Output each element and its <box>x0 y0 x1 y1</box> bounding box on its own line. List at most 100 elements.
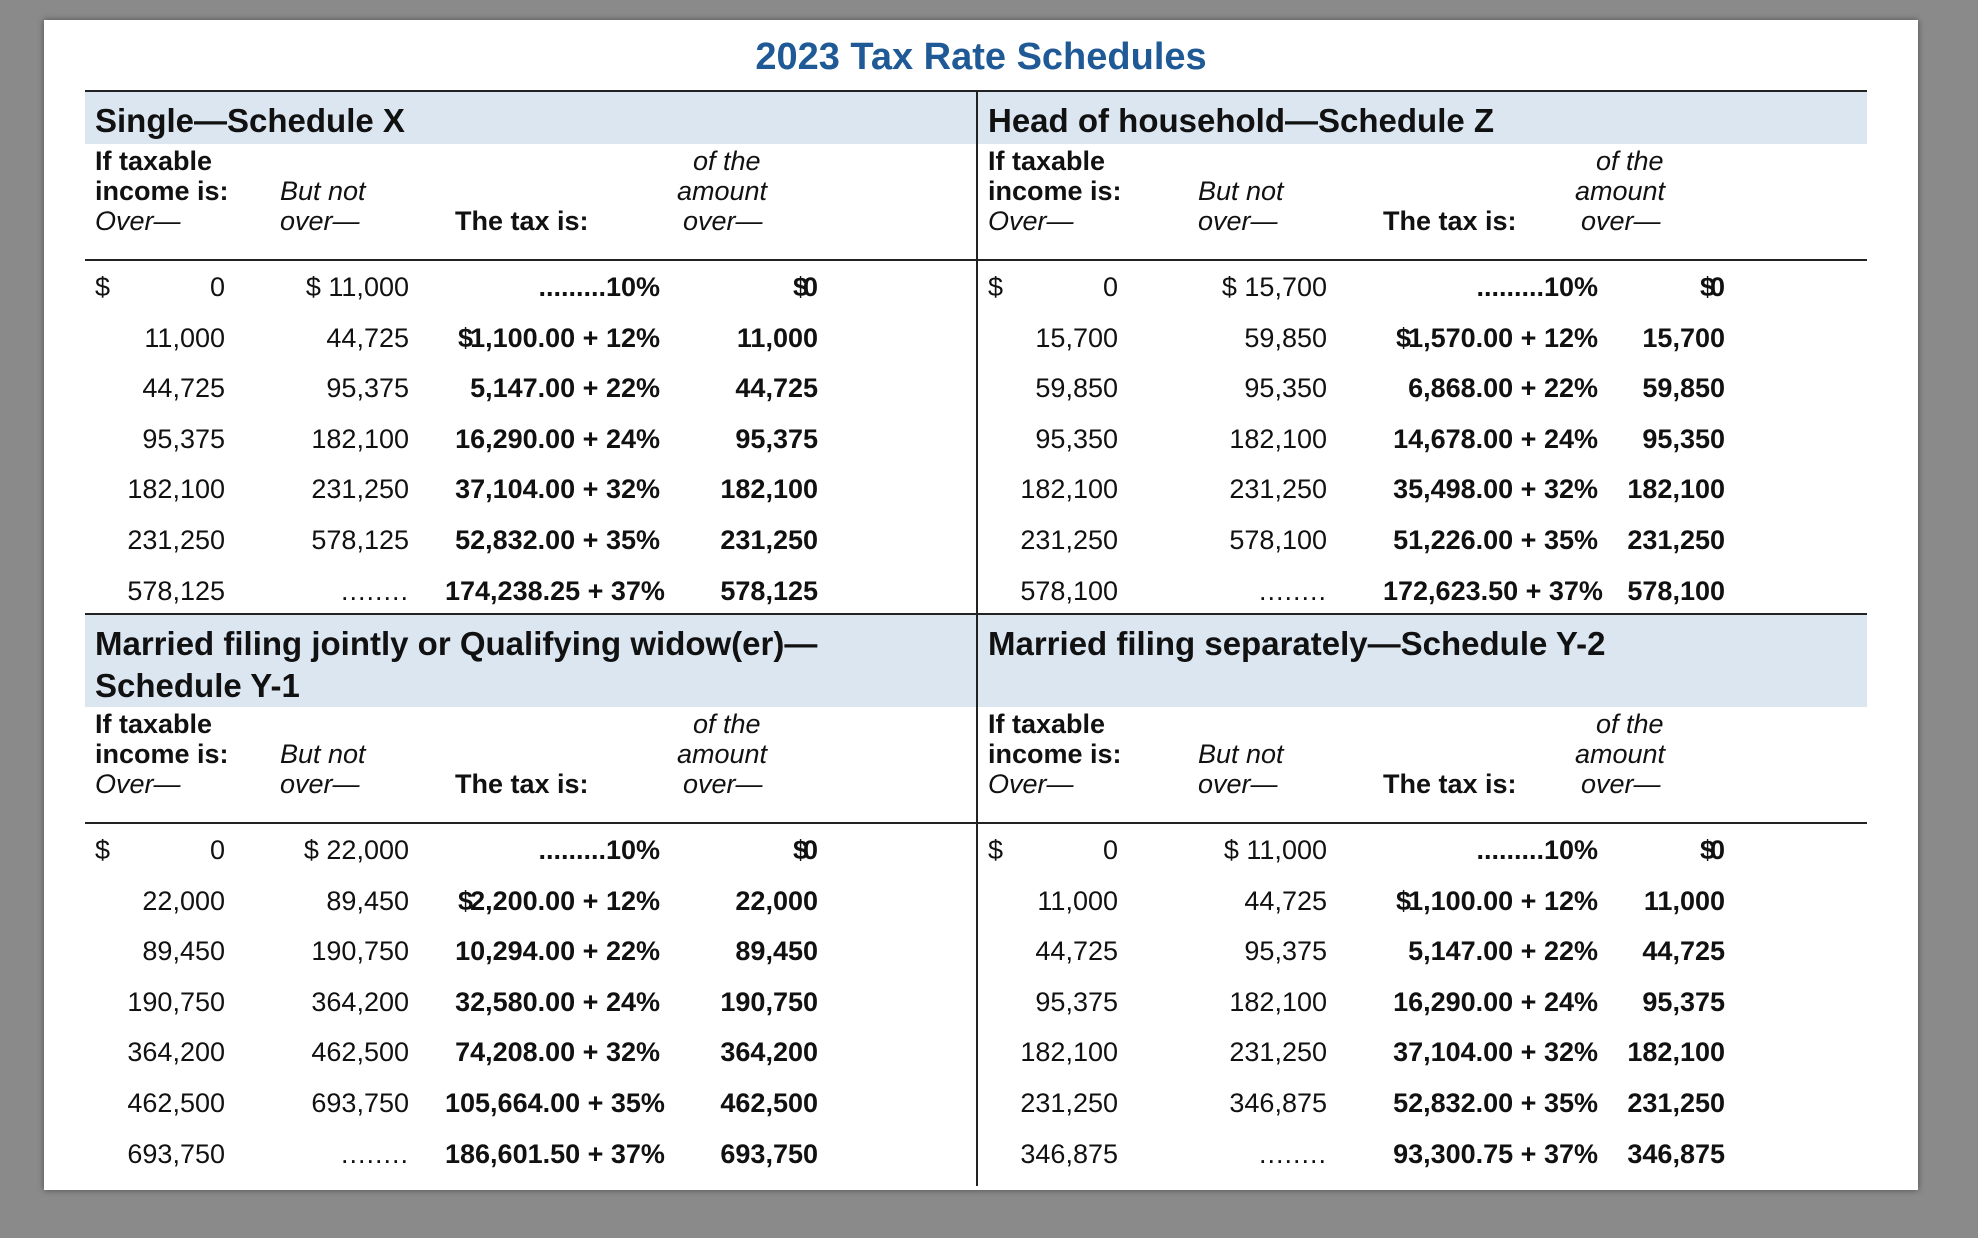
header-but-over: over— <box>1198 769 1278 799</box>
amount-over-value: 182,100 <box>720 474 818 505</box>
but-not-value: 364,200 <box>311 986 409 1017</box>
but-not-value: $ 15,700 <box>1221 272 1327 302</box>
table-row: 182,100 231,250 35,498.00 + 32% 182,100 <box>978 463 1867 514</box>
header-over: Over— <box>95 206 181 236</box>
tax-value: 2,200.00 + 12% <box>470 885 660 916</box>
tax-value: 10,294.00 + 22% <box>455 936 660 967</box>
over-value: 44,725 <box>1035 936 1118 967</box>
over-value: 346,875 <box>1020 1138 1118 1169</box>
but-not-value: 346,875 <box>1229 1087 1327 1118</box>
but-not-value: ........ <box>340 1138 409 1169</box>
header-amount: amount <box>1575 176 1666 206</box>
over-value: 95,350 <box>1035 423 1118 454</box>
tax-value: .........10% <box>1476 835 1598 865</box>
over-value: 693,750 <box>127 1138 225 1169</box>
tax-value: 186,601.50 + 37% <box>445 1138 665 1169</box>
but-not-value: 44,725 <box>326 322 409 353</box>
over-value: 15,700 <box>1035 322 1118 353</box>
header-amount: amount <box>677 176 768 206</box>
but-not-value: 231,250 <box>1229 1037 1327 1068</box>
currency-symbol: $ <box>95 272 111 302</box>
over-value: 462,500 <box>127 1087 225 1118</box>
over-value: 95,375 <box>1035 986 1118 1017</box>
but-not-value: $ 11,000 <box>1223 835 1327 865</box>
table-row: 462,500 693,750 105,664.00 + 35% 462,500 <box>85 1077 976 1128</box>
table-row: 578,125........ 174,238.25 + 37% 578,125 <box>85 565 976 616</box>
tax-value: .........10% <box>538 835 660 865</box>
header-income-is: income is: <box>95 176 229 206</box>
header-over: Over— <box>988 206 1074 236</box>
over-value: 190,750 <box>127 986 225 1017</box>
amount-over-value: 693,750 <box>720 1138 818 1169</box>
tax-value: .........10% <box>1476 272 1598 302</box>
tax-value: 52,832.00 + 35% <box>1393 1087 1598 1118</box>
tax-value: 174,238.25 + 37% <box>445 575 665 606</box>
tax-value: 14,678.00 + 24% <box>1393 423 1598 454</box>
over-value: 11,000 <box>1037 885 1118 916</box>
schedule-married-jointly: Married filing jointly or Qualifying wid… <box>85 613 976 1186</box>
but-not-value: ........ <box>1258 1138 1327 1169</box>
amount-over-value: 44,725 <box>735 373 818 404</box>
but-not-value: 578,100 <box>1229 524 1327 555</box>
table-row: 364,200 462,500 74,208.00 + 32% 364,200 <box>85 1026 976 1077</box>
over-value: 578,100 <box>1020 575 1118 606</box>
amount-over-value: 15,700 <box>1642 322 1725 353</box>
over-value: 231,250 <box>1020 524 1118 555</box>
tax-value: 37,104.00 + 32% <box>1393 1037 1598 1068</box>
table-row: 15,700 59,850 $1,570.00 + 12% 15,700 <box>978 312 1867 363</box>
header-but-over: over— <box>1198 206 1278 236</box>
amount-over-value: 182,100 <box>1627 474 1725 505</box>
but-not-value: 693,750 <box>311 1087 409 1118</box>
but-not-value: 578,125 <box>311 524 409 555</box>
table-row: $ $0 $ 22,000 .........10% 0 <box>85 824 976 875</box>
header-but-not: But not <box>1198 176 1284 206</box>
header-over: Over— <box>988 769 1074 799</box>
table-row: 578,100........ 172,623.50 + 37% 578,100 <box>978 565 1867 616</box>
amount-over-value: 346,875 <box>1627 1138 1725 1169</box>
amount-over-value: 364,200 <box>720 1037 818 1068</box>
over-value: 364,200 <box>127 1037 225 1068</box>
but-not-value: $ 22,000 <box>303 835 409 865</box>
column-headers: If taxable income is: Over— But not over— The… <box>978 707 1867 824</box>
but-not-value: 182,100 <box>311 423 409 454</box>
amount-over-value: 59,850 <box>1642 373 1725 404</box>
schedule-title: Head of household—Schedule Z <box>978 92 1867 144</box>
currency-symbol: $ <box>793 835 809 865</box>
table-row: 231,250 578,125 52,832.00 + 35% 231,250 <box>85 514 976 565</box>
table-row: 182,100 231,250 37,104.00 + 32% 182,100 <box>85 463 976 514</box>
table-row: 95,375 182,100 16,290.00 + 24% 95,375 <box>978 976 1867 1027</box>
header-but-over: over— <box>280 769 360 799</box>
amount-over-value: 0 <box>1709 835 1725 865</box>
amount-over-value: 190,750 <box>720 986 818 1017</box>
but-not-value: ........ <box>1258 575 1327 606</box>
tax-schedules-grid: Single—Schedule X If taxable income is: Ove… <box>85 90 1867 1186</box>
header-but-over: over— <box>280 206 360 236</box>
amount-over-value: 11,000 <box>736 322 818 353</box>
table-row: 59,850 95,350 6,868.00 + 22% 59,850 <box>978 362 1867 413</box>
over-value: 89,450 <box>142 936 225 967</box>
header-tax-is: The tax is: <box>1383 206 1517 236</box>
header-amount-over: over— <box>1581 206 1661 236</box>
table-row: 182,100 231,250 37,104.00 + 32% 182,100 <box>978 1026 1867 1077</box>
currency-symbol: $ <box>988 272 1004 302</box>
over-value: 182,100 <box>127 474 225 505</box>
over-value: 59,850 <box>1035 373 1118 404</box>
schedule-title: Married filing jointly or Qualifying wid… <box>85 615 976 707</box>
table-row: 190,750 364,200 32,580.00 + 24% 190,750 <box>85 976 976 1027</box>
header-over: Over— <box>95 769 181 799</box>
amount-over-value: 578,125 <box>720 575 818 606</box>
amount-over-value: 231,250 <box>1627 524 1725 555</box>
amount-over-value: 22,000 <box>735 885 818 916</box>
but-not-value: $ 11,000 <box>305 272 409 302</box>
header-if-taxable: If taxable <box>988 709 1106 739</box>
header-amount-over: over— <box>683 769 763 799</box>
over-value: 578,125 <box>127 575 225 606</box>
tax-value: 172,623.50 + 37% <box>1383 575 1603 606</box>
page-title: 2023 Tax Rate Schedules <box>755 36 1207 78</box>
tax-value: 37,104.00 + 32% <box>455 474 660 505</box>
header-if-taxable: If taxable <box>95 709 213 739</box>
tax-value: 1,570.00 + 12% <box>1408 322 1598 353</box>
schedule-rows: $ $0 $ 11,000 .........10% 0 11,000 44,725 $1,1… <box>85 261 976 615</box>
currency-symbol: $ <box>95 835 111 865</box>
document-page: 2023 Tax Rate Schedules Single—Schedule … <box>44 20 1918 1190</box>
